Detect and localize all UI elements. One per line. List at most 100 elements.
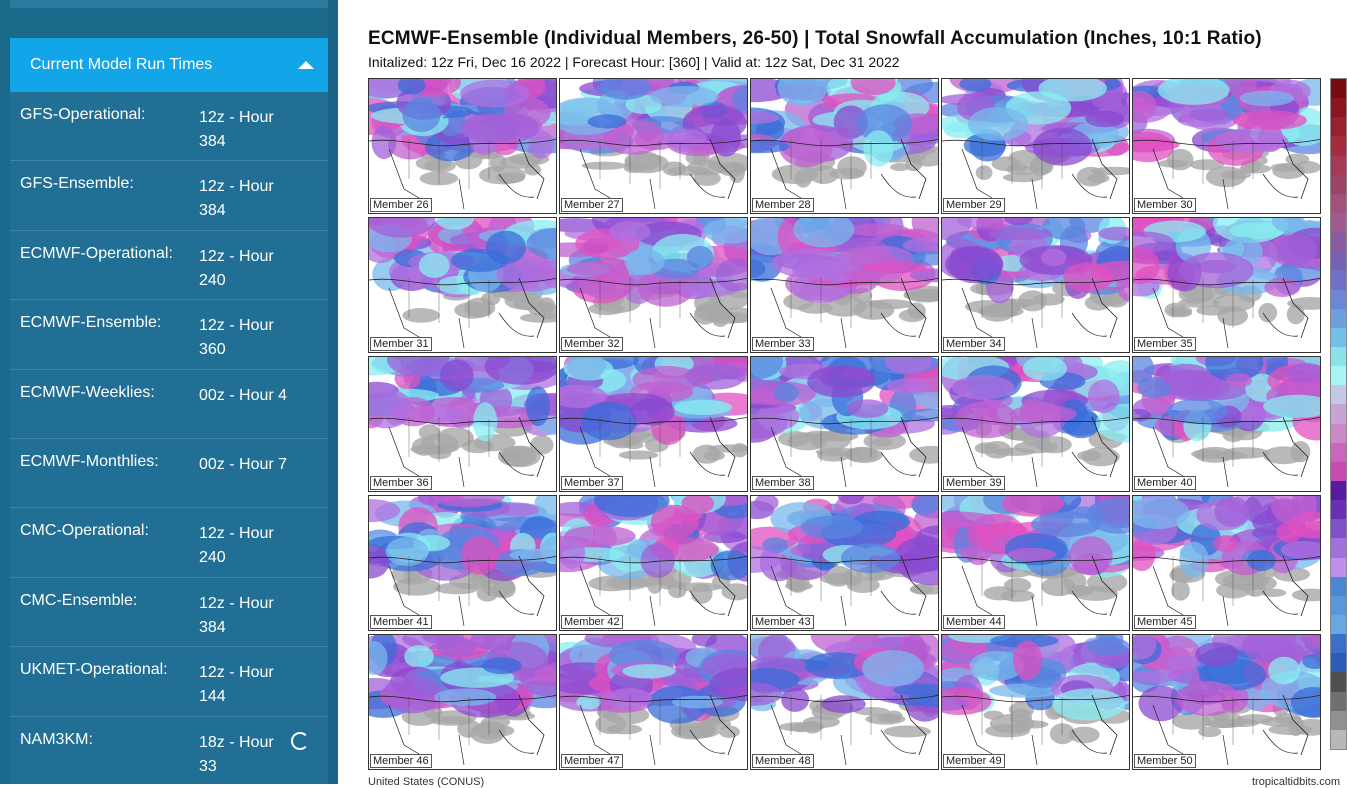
member-map-tile[interactable]: Member 50 [1132, 634, 1321, 770]
colorbar-swatch [1331, 385, 1346, 405]
member-map-tile[interactable]: Member 34 [941, 217, 1130, 353]
member-map-tile[interactable]: Member 30 [1132, 78, 1321, 214]
model-run-time: 12z - Hour 384 [199, 594, 274, 636]
panel-header[interactable]: Current Model Run Times [10, 38, 328, 92]
model-run-list: GFS-Operational: 12z - Hour 384 GFS-Ensemb… [10, 92, 328, 784]
loading-spinner-icon [291, 731, 309, 750]
colorbar-swatch [1331, 729, 1346, 749]
model-run-time: 12z - Hour 360 [199, 317, 274, 359]
member-map-tile[interactable]: Member 46 [368, 634, 557, 770]
member-map-tile[interactable]: Member 44 [941, 495, 1130, 631]
member-map-tile[interactable]: Member 49 [941, 634, 1130, 770]
chart-title: ECMWF-Ensemble (Individual Members, 26-5… [368, 28, 1262, 49]
member-map-tile[interactable]: Member 31 [368, 217, 557, 353]
member-label: Member 46 [370, 754, 432, 768]
model-name: ECMWF-Ensemble: [20, 314, 162, 332]
source-label: tropicaltidbits.com [1252, 776, 1341, 788]
member-map-tile[interactable]: Member 42 [559, 495, 748, 631]
model-name: NAM3KM: [20, 730, 93, 748]
member-map-tile[interactable]: Member 40 [1132, 356, 1321, 492]
colorbar-swatch [1331, 557, 1346, 577]
member-map-tile[interactable]: Member 36 [368, 356, 557, 492]
colorbar-swatch [1331, 155, 1346, 175]
colorbar-swatch [1331, 442, 1346, 462]
member-map-tile[interactable]: Member 43 [750, 495, 939, 631]
model-run-row[interactable]: ECMWF-Weeklies: 00z - Hour 4 [10, 370, 328, 439]
model-run-time: 00z - Hour 7 [199, 455, 288, 473]
member-map-tile[interactable]: Member 32 [559, 217, 748, 353]
colorbar-swatch [1331, 538, 1346, 558]
member-map-tile[interactable]: Member 45 [1132, 495, 1321, 631]
member-map-tile[interactable]: Member 38 [750, 356, 939, 492]
member-map-tile[interactable]: Member 37 [559, 356, 748, 492]
member-map-tile[interactable]: Member 28 [750, 78, 939, 214]
member-map-tile[interactable]: Member 33 [750, 217, 939, 353]
member-label: Member 32 [561, 337, 623, 351]
model-run-time: 00z - Hour 4 [199, 386, 288, 404]
model-run-row[interactable]: CMC-Operational: 12z - Hour 240 [10, 508, 328, 578]
colorbar-swatch [1331, 614, 1346, 635]
colorbar-swatch [1331, 461, 1346, 481]
member-map-tile[interactable]: Member 47 [559, 634, 748, 770]
colorbar-swatch [1331, 672, 1346, 692]
colorbar-swatch [1331, 232, 1346, 252]
colorbar-swatch [1331, 519, 1346, 539]
member-map-tile[interactable]: Member 29 [941, 78, 1130, 214]
model-run-row[interactable]: ECMWF-Operational: 12z - Hour 240 [10, 231, 328, 301]
colorbar-swatch [1331, 327, 1346, 347]
member-label: Member 28 [752, 198, 814, 212]
member-label: Member 47 [561, 754, 623, 768]
model-name: GFS-Operational: [20, 106, 146, 123]
member-label: Member 45 [1134, 615, 1196, 629]
model-run-time: 18z - Hour 33 [199, 733, 274, 775]
model-run-row[interactable]: NAM3KM: 18z - Hour 33 [10, 717, 328, 784]
region-label: United States (CONUS) [368, 776, 485, 788]
colorbar-swatch [1331, 174, 1346, 194]
member-map-tile[interactable]: Member 27 [559, 78, 748, 214]
model-name: ECMWF-Operational: [20, 244, 173, 262]
member-label: Member 37 [561, 476, 623, 490]
member-label: Member 49 [943, 754, 1005, 768]
member-grid: Member 26 Member 27 Member 28 Member 29 … [368, 78, 1321, 770]
colorbar-swatch [1331, 79, 1346, 99]
colorbar-swatch [1331, 251, 1346, 271]
sidebar: Current Model Run Times GFS-Operational:… [0, 0, 338, 784]
colorbar-swatch [1331, 595, 1346, 615]
colorbar-swatch [1331, 346, 1346, 367]
member-label: Member 39 [943, 476, 1005, 490]
member-label: Member 26 [370, 198, 432, 212]
member-map-tile[interactable]: Member 26 [368, 78, 557, 214]
member-label: Member 42 [561, 615, 623, 629]
model-run-row[interactable]: GFS-Operational: 12z - Hour 384 [10, 92, 328, 162]
collapse-caret-icon[interactable] [298, 61, 314, 69]
member-map-tile[interactable]: Member 35 [1132, 217, 1321, 353]
colorbar-swatch [1331, 308, 1346, 328]
colorbar-swatch [1331, 136, 1346, 156]
colorbar-swatch [1331, 98, 1346, 118]
snowfall-colorbar [1330, 78, 1347, 750]
chart-subtitle: Initalized: 12z Fri, Dec 16 2022 | Forec… [368, 54, 900, 70]
model-run-time: 12z - Hour 384 [199, 109, 274, 150]
member-label: Member 50 [1134, 754, 1196, 768]
member-map-tile[interactable]: Member 41 [368, 495, 557, 631]
member-label: Member 31 [370, 337, 432, 351]
model-run-row[interactable]: UKMET-Operational: 12z - Hour 144 [10, 647, 328, 717]
member-label: Member 41 [370, 615, 432, 629]
member-map-tile[interactable]: Member 48 [750, 634, 939, 770]
model-run-times-panel: Current Model Run Times GFS-Operational:… [10, 38, 328, 784]
model-run-row[interactable]: ECMWF-Ensemble: 12z - Hour 360 [10, 300, 328, 370]
model-run-row[interactable]: GFS-Ensemble: 12z - Hour 384 [10, 161, 328, 231]
colorbar-swatch [1331, 710, 1346, 730]
model-run-row[interactable]: ECMWF-Monthlies: 00z - Hour 7 [10, 439, 328, 509]
colorbar-swatch [1331, 212, 1346, 233]
member-label: Member 43 [752, 615, 814, 629]
member-label: Member 44 [943, 615, 1005, 629]
member-label: Member 48 [752, 754, 814, 768]
member-label: Member 30 [1134, 198, 1196, 212]
colorbar-swatch [1331, 634, 1346, 654]
colorbar-swatch [1331, 653, 1346, 673]
member-map-tile[interactable]: Member 39 [941, 356, 1130, 492]
colorbar-swatch [1331, 366, 1346, 386]
colorbar-swatch [1331, 289, 1346, 309]
model-run-row[interactable]: CMC-Ensemble: 12z - Hour 384 [10, 578, 328, 648]
